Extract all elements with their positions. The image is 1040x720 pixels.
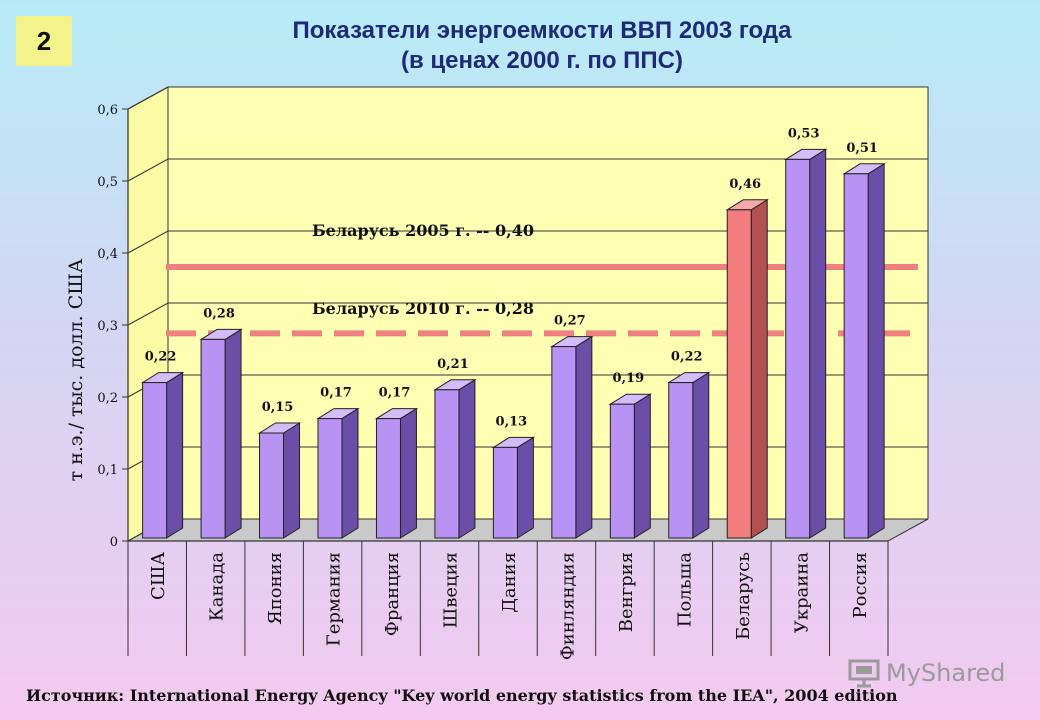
- bar: [842, 162, 886, 539]
- category-label: Польша: [674, 552, 695, 628]
- bar-front: [317, 418, 343, 539]
- data-label: 0,15: [262, 400, 294, 415]
- category-label: Финляндия: [557, 552, 578, 660]
- category-label: Канада: [207, 552, 228, 621]
- bar: [316, 407, 360, 539]
- data-label: 0,28: [203, 306, 235, 321]
- bar: [140, 371, 185, 539]
- bar-front: [726, 209, 752, 539]
- bar-front: [843, 173, 869, 539]
- bar-front: [785, 158, 811, 539]
- gridline: [127, 302, 928, 326]
- y-tick-label: 0,2: [97, 391, 118, 406]
- bar-front: [142, 382, 168, 539]
- watermark: MyShared: [848, 658, 1005, 688]
- y-tick-label: 0,4: [97, 247, 118, 262]
- category-label: Япония: [265, 552, 286, 625]
- category-label: Дания: [499, 552, 520, 613]
- category-label: Венгрия: [616, 552, 637, 632]
- bar: [199, 328, 243, 539]
- bar-side: [224, 328, 242, 539]
- bar-side: [809, 148, 827, 539]
- reference-line-label: Беларусь 2010 г. -- 0,28: [312, 299, 534, 318]
- bar: [374, 407, 419, 539]
- bar: [725, 198, 769, 539]
- bar-side: [399, 407, 417, 539]
- bar-side: [750, 198, 768, 539]
- bar: [433, 378, 477, 539]
- presentation-icon: [848, 659, 880, 688]
- data-label: 0,17: [379, 386, 411, 401]
- bar-front: [375, 418, 401, 539]
- bar: [608, 393, 653, 539]
- gridline: [127, 158, 928, 182]
- y-axis-label: т н.э./ тыс. долл. США: [65, 258, 87, 481]
- category-label: Германия: [324, 552, 345, 646]
- bar-side: [516, 436, 534, 539]
- category-label: Франция: [382, 552, 403, 636]
- bar-front: [609, 403, 635, 539]
- bar-front: [259, 432, 285, 539]
- bar: [667, 371, 711, 539]
- bar-side: [867, 162, 885, 539]
- y-tick-label: 0,1: [97, 463, 118, 478]
- y-tick-label: 0,3: [97, 319, 118, 334]
- source-note: Источник: International Energy Agency "K…: [26, 686, 898, 705]
- slide-number-badge: 2: [16, 16, 72, 66]
- data-label: 0,51: [846, 141, 878, 156]
- data-label: 0,19: [612, 371, 644, 386]
- chart-title-line-2: (в ценах 2000 г. по ППС): [400, 47, 683, 74]
- gridline: [127, 86, 928, 110]
- bar-front: [551, 346, 577, 539]
- y-tick-label: 0,5: [97, 175, 118, 190]
- reference-line-label: Беларусь 2005 г. -- 0,40: [312, 221, 534, 240]
- data-label: 0,46: [729, 177, 761, 192]
- bar-front: [200, 338, 226, 539]
- bar: [491, 436, 536, 539]
- bar-side: [283, 422, 301, 539]
- bars: [140, 148, 886, 539]
- bar: [550, 335, 594, 539]
- slide-number: 2: [36, 25, 52, 56]
- data-label: 0,22: [145, 350, 177, 365]
- bar-side: [633, 393, 651, 539]
- data-label: 0,53: [788, 126, 820, 141]
- bar-front: [434, 389, 460, 539]
- bar-side: [575, 335, 593, 539]
- bar-side: [341, 407, 359, 539]
- category-label: Швеция: [441, 552, 462, 628]
- bar-side: [458, 378, 476, 539]
- category-label: Беларусь: [733, 552, 754, 640]
- bar: [257, 422, 302, 539]
- data-label: 0,13: [496, 414, 528, 429]
- data-label: 0,22: [671, 350, 703, 365]
- y-tick-label: 0,6: [97, 103, 118, 118]
- chart-title: Показатели энергоемкости ВВП 2003 года (…: [0, 16, 1040, 76]
- y-tick-label: 0: [110, 535, 118, 550]
- category-label: Россия: [850, 552, 871, 618]
- bar-front: [492, 446, 518, 539]
- data-label: 0,27: [554, 314, 586, 329]
- category-label: США: [148, 552, 169, 600]
- category-label: Украина: [791, 552, 812, 634]
- bar-front: [668, 382, 694, 539]
- bar-side: [692, 371, 710, 539]
- gridline: [127, 230, 928, 254]
- bar: [783, 148, 828, 539]
- watermark-text: MyShared: [886, 659, 1006, 687]
- bar-side: [166, 371, 184, 539]
- data-label: 0,21: [437, 357, 469, 372]
- data-label: 0,17: [320, 386, 352, 401]
- chart-title-line-1: Показатели энергоемкости ВВП 2003 года: [292, 17, 792, 44]
